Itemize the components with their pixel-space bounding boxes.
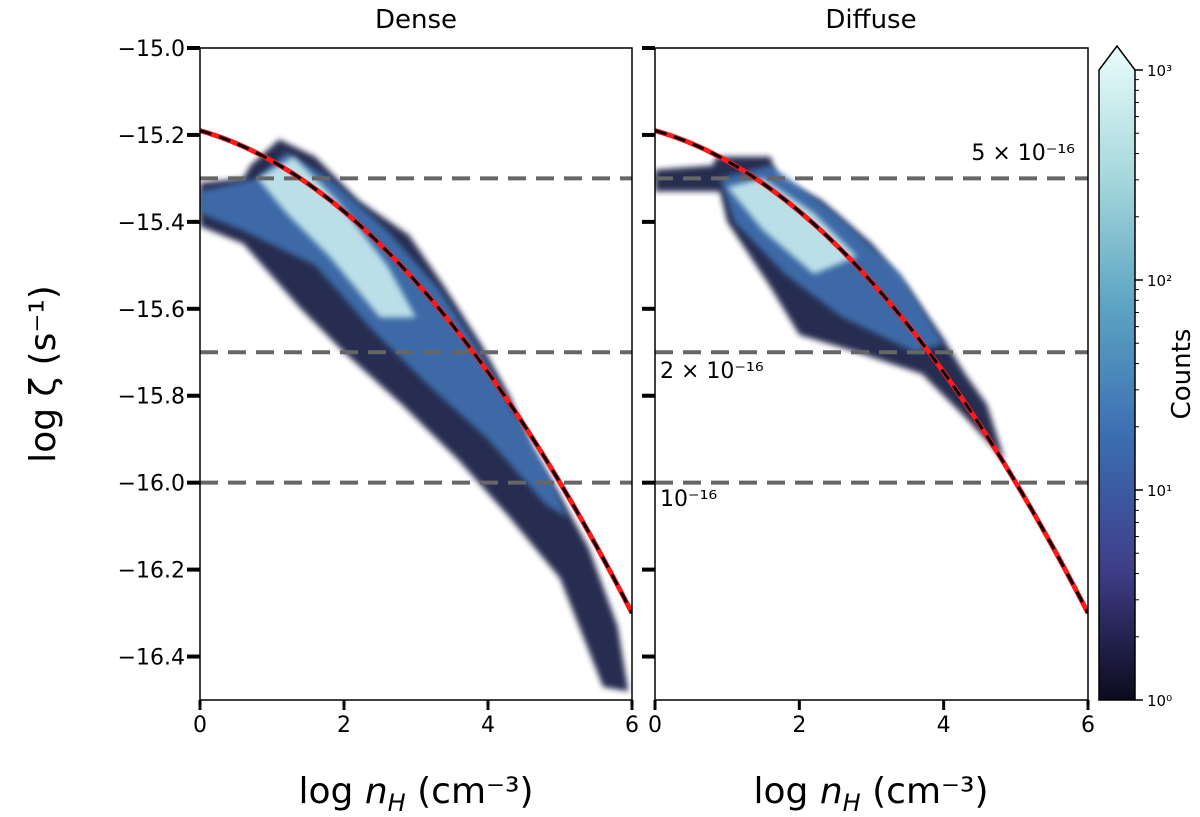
y-tick-label: −15.2	[118, 124, 185, 149]
axes-frame	[199, 47, 633, 701]
xlabel-unit: (cm⁻³)	[406, 771, 534, 812]
threshold-label: 5 × 10⁻¹⁶	[971, 141, 1075, 166]
colorbar-tick-label: 10²	[1147, 272, 1172, 290]
fit-curve-dashed	[200, 129, 632, 614]
colorbar	[1098, 44, 1136, 701]
y-tick-label: −15.8	[118, 385, 185, 410]
colorbar-label: Counts	[1167, 329, 1197, 420]
x-tick-label: 0	[193, 713, 207, 738]
colorbar-tick-label: 10³	[1147, 62, 1172, 80]
y-tick-label: −15.0	[118, 37, 185, 62]
y-tick-label: −16.4	[118, 646, 185, 671]
xlabel-n: n	[365, 771, 388, 812]
density-region-mid	[200, 152, 568, 518]
fit-curve-dashed	[655, 129, 1088, 614]
x-tick-label: 0	[648, 713, 662, 738]
x-tick-label: 2	[792, 713, 806, 738]
y-tick-label: −15.6	[118, 298, 185, 323]
x-tick-label: 4	[481, 713, 495, 738]
threshold-label: 2 × 10⁻¹⁶	[660, 359, 764, 384]
x-axis-label-dense: log nH (cm⁻³)	[298, 771, 533, 817]
density-region-low	[200, 139, 629, 692]
xlabel-main: log	[298, 771, 364, 812]
x-axis-label-diffuse: log nH (cm⁻³)	[753, 771, 988, 817]
x-tick-label: 6	[625, 713, 639, 738]
heatmap-1	[655, 128, 1088, 615]
x-tick-label: 6	[1081, 713, 1095, 738]
y-tick-label: −16.2	[118, 559, 185, 584]
axes-frame	[654, 47, 1089, 701]
x-tick-label: 4	[937, 713, 951, 738]
y-axis-label: log ζ (s⁻¹)	[23, 285, 64, 463]
heatmap-0	[200, 128, 632, 692]
y-tick-label: −15.4	[118, 211, 185, 236]
density-region-high	[257, 156, 416, 318]
colorbar-tick-label: 10⁰	[1147, 692, 1172, 710]
density-region-high	[727, 178, 858, 275]
y-tick-label: −16.0	[118, 472, 185, 497]
xlabel-subscript: H	[388, 789, 406, 817]
density-region-low	[655, 156, 1006, 461]
xlabel-n: n	[820, 771, 843, 812]
xlabel-main: log	[753, 771, 819, 812]
x-tick-label: 2	[337, 713, 351, 738]
threshold-label: 10⁻¹⁶	[660, 487, 717, 512]
xlabel-subscript: H	[843, 789, 861, 817]
panel-title-diffuse: Diffuse	[825, 5, 916, 35]
colorbar-tick-label: 10¹	[1147, 482, 1172, 500]
panel-title-dense: Dense	[375, 5, 457, 35]
xlabel-unit: (cm⁻³)	[861, 771, 989, 812]
